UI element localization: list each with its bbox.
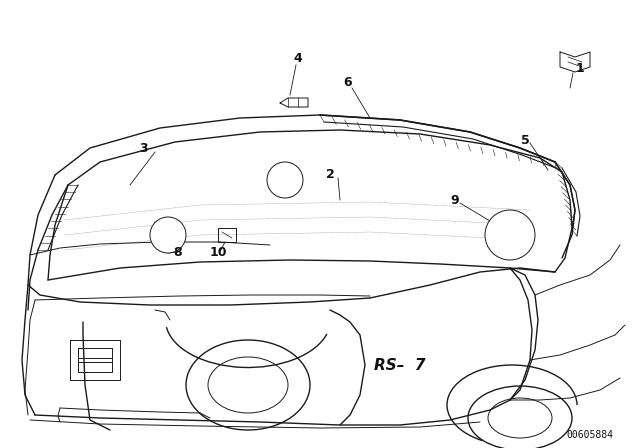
Text: 5: 5 xyxy=(520,134,529,146)
Text: 4: 4 xyxy=(294,52,302,65)
Text: 8: 8 xyxy=(173,246,182,258)
Text: 6: 6 xyxy=(344,76,352,89)
Text: 9: 9 xyxy=(451,194,460,207)
Ellipse shape xyxy=(485,210,535,260)
Text: RS–  7: RS– 7 xyxy=(374,358,426,372)
Text: 1: 1 xyxy=(575,61,584,74)
Ellipse shape xyxy=(267,162,303,198)
Text: 2: 2 xyxy=(326,168,334,181)
Ellipse shape xyxy=(150,217,186,253)
Text: 3: 3 xyxy=(139,142,147,155)
Text: 10: 10 xyxy=(209,246,227,258)
Text: 00605884: 00605884 xyxy=(566,430,614,440)
